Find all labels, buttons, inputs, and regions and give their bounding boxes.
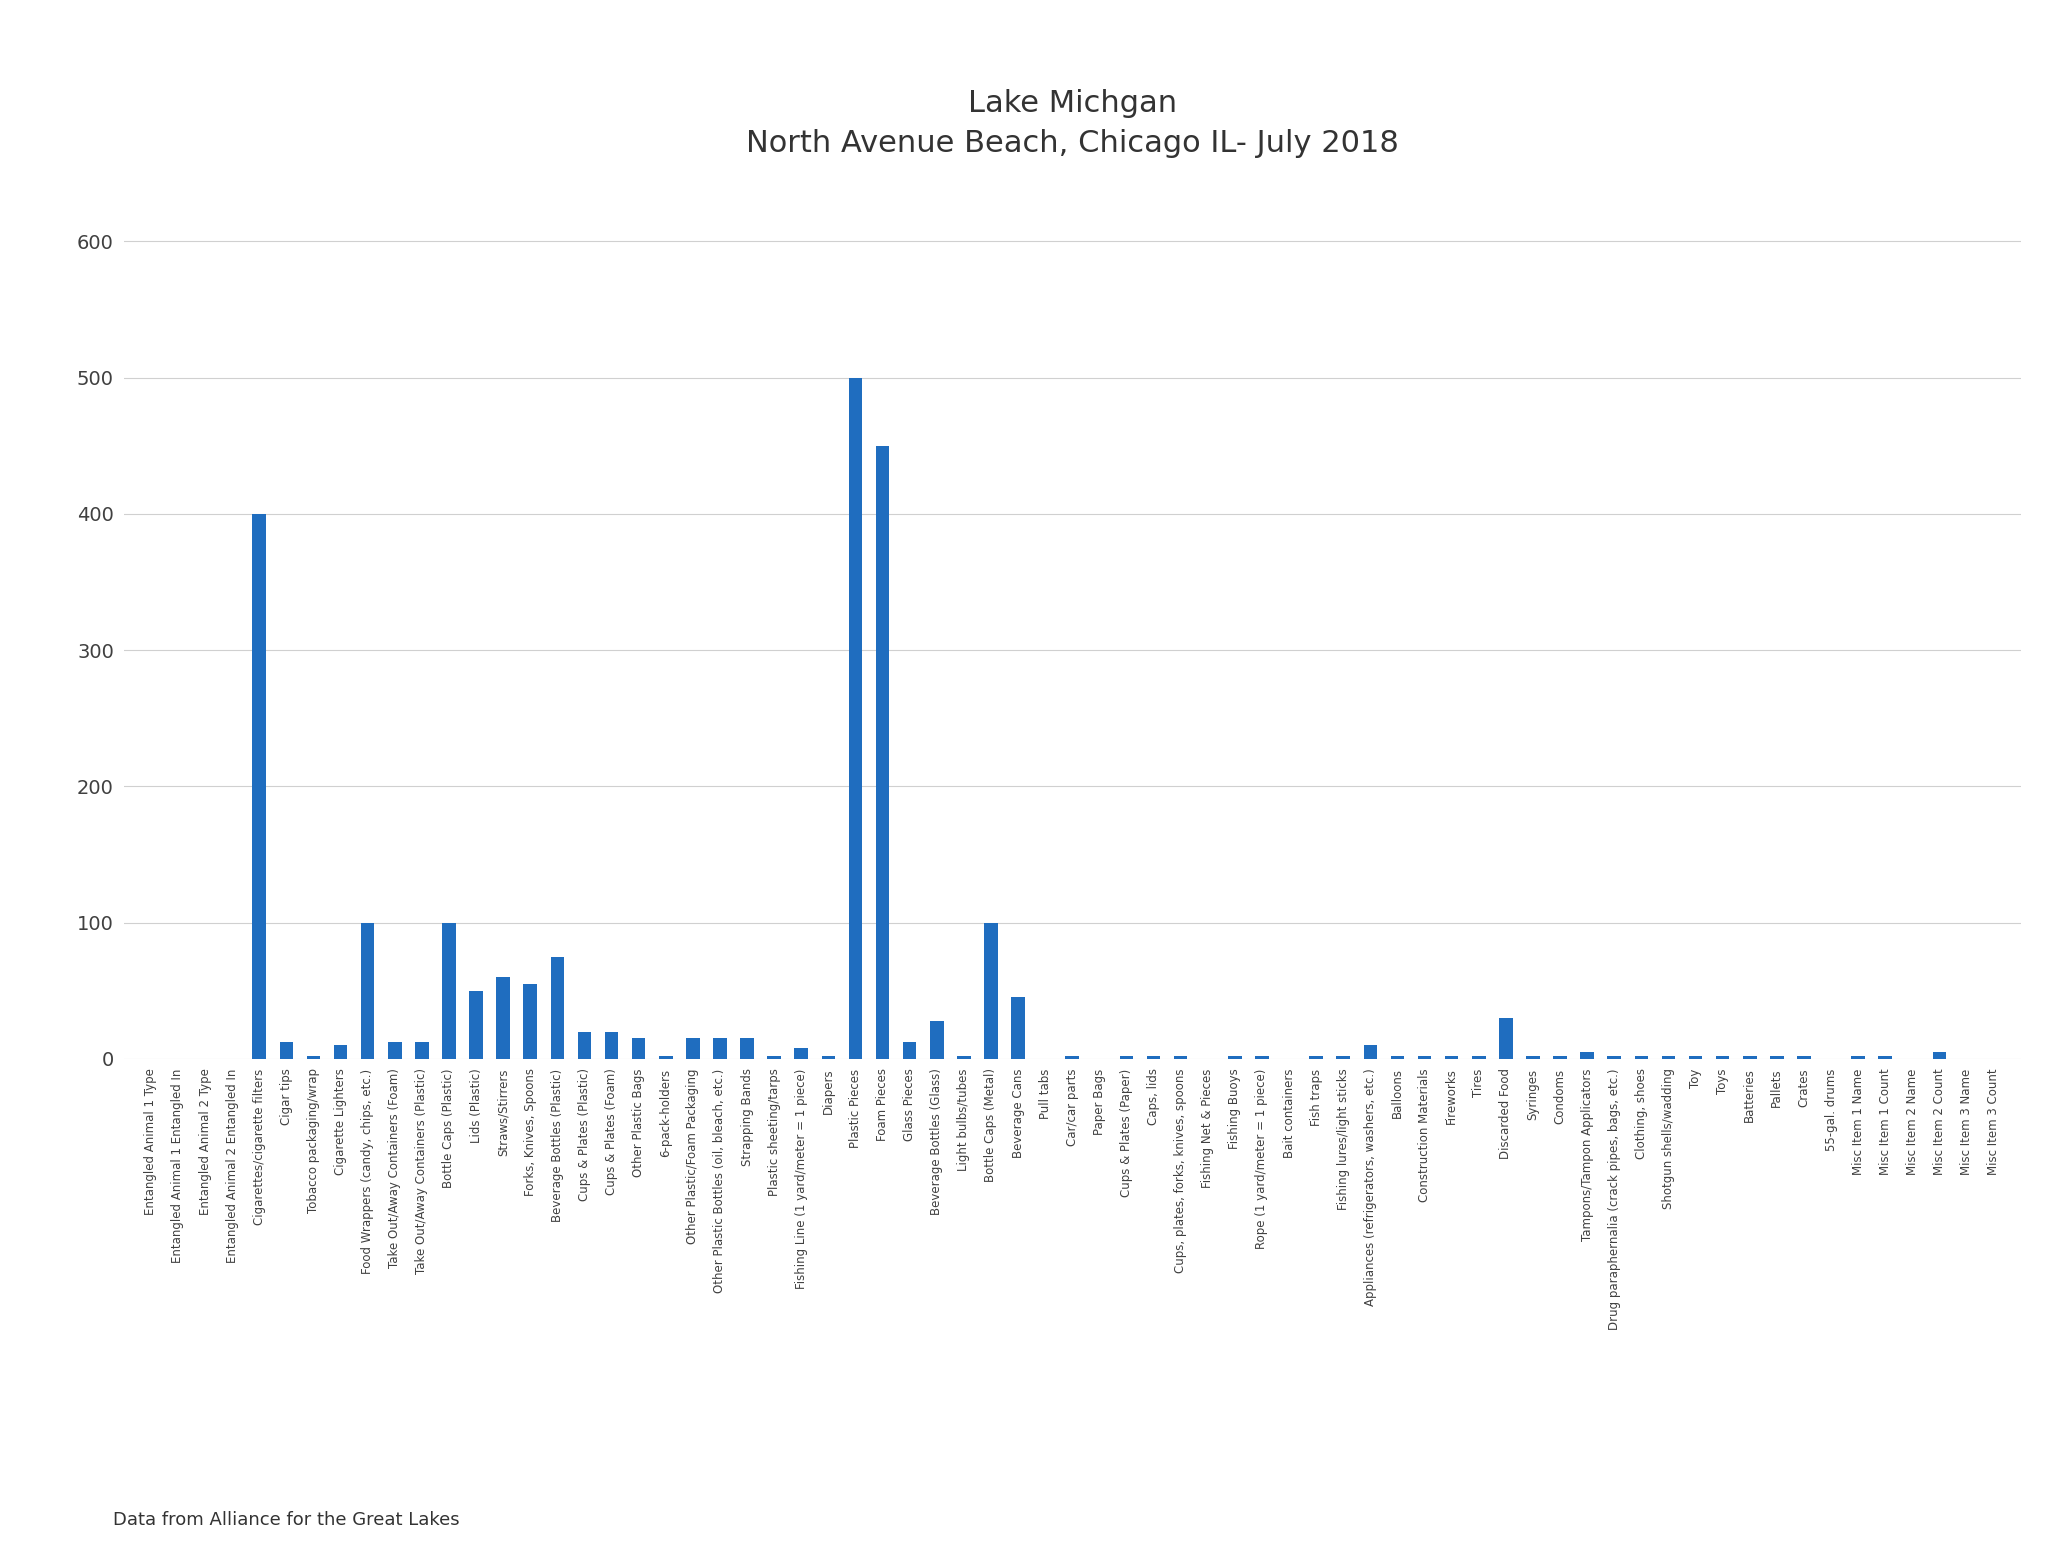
Bar bbox=[903, 1043, 916, 1059]
Bar bbox=[307, 1056, 320, 1059]
Bar bbox=[1769, 1056, 1784, 1059]
Bar bbox=[713, 1039, 726, 1059]
Bar bbox=[334, 1045, 346, 1059]
Bar bbox=[957, 1056, 971, 1059]
Bar bbox=[1798, 1056, 1810, 1059]
Bar bbox=[280, 1043, 293, 1059]
Bar bbox=[1120, 1056, 1134, 1059]
Bar bbox=[740, 1039, 755, 1059]
Bar bbox=[1526, 1056, 1540, 1059]
Bar bbox=[524, 984, 536, 1059]
Bar bbox=[414, 1043, 429, 1059]
Bar bbox=[1309, 1056, 1324, 1059]
Bar bbox=[1499, 1018, 1514, 1059]
Bar bbox=[551, 956, 565, 1059]
Bar bbox=[470, 990, 483, 1059]
Bar bbox=[850, 378, 862, 1059]
Bar bbox=[876, 445, 889, 1059]
Bar bbox=[1419, 1056, 1431, 1059]
Bar bbox=[1363, 1045, 1377, 1059]
Bar bbox=[441, 922, 456, 1059]
Bar bbox=[577, 1032, 592, 1059]
Bar bbox=[1173, 1056, 1188, 1059]
Bar bbox=[821, 1056, 835, 1059]
Bar bbox=[1635, 1056, 1648, 1059]
Bar bbox=[984, 922, 998, 1059]
Bar bbox=[1146, 1056, 1161, 1059]
Bar bbox=[1553, 1056, 1567, 1059]
Bar bbox=[1010, 998, 1025, 1059]
Bar bbox=[767, 1056, 781, 1059]
Bar bbox=[1472, 1056, 1485, 1059]
Bar bbox=[930, 1021, 944, 1059]
Bar bbox=[1229, 1056, 1241, 1059]
Bar bbox=[1608, 1056, 1621, 1059]
Bar bbox=[1689, 1056, 1703, 1059]
Bar bbox=[388, 1043, 402, 1059]
Bar bbox=[1742, 1056, 1757, 1059]
Bar bbox=[1716, 1056, 1730, 1059]
Bar bbox=[1336, 1056, 1351, 1059]
Bar bbox=[794, 1048, 808, 1059]
Bar bbox=[631, 1039, 645, 1059]
Bar bbox=[497, 978, 509, 1059]
Bar bbox=[1662, 1056, 1674, 1059]
Bar bbox=[1256, 1056, 1268, 1059]
Bar bbox=[1445, 1056, 1458, 1059]
Bar bbox=[252, 514, 266, 1059]
Bar bbox=[1579, 1053, 1594, 1059]
Bar bbox=[1878, 1056, 1893, 1059]
Bar bbox=[687, 1039, 699, 1059]
Bar bbox=[1852, 1056, 1864, 1059]
Bar bbox=[1390, 1056, 1404, 1059]
Bar bbox=[361, 922, 375, 1059]
Bar bbox=[1932, 1053, 1947, 1059]
Title: Lake Michgan
North Avenue Beach, Chicago IL- July 2018: Lake Michgan North Avenue Beach, Chicago… bbox=[746, 89, 1398, 159]
Text: Data from Alliance for the Great Lakes: Data from Alliance for the Great Lakes bbox=[113, 1510, 460, 1529]
Bar bbox=[660, 1056, 672, 1059]
Bar bbox=[1066, 1056, 1078, 1059]
Bar bbox=[604, 1032, 619, 1059]
